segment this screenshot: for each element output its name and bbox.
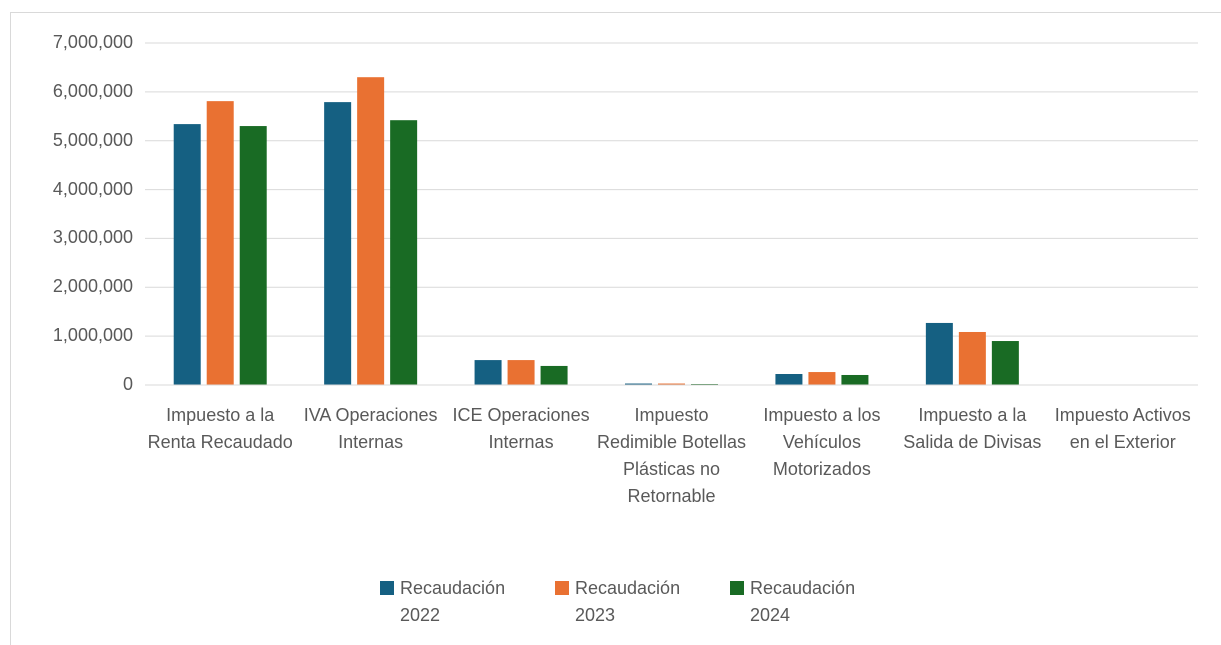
bar	[658, 383, 685, 385]
bar	[206, 101, 234, 385]
bar	[991, 341, 1019, 385]
y-tick-label: 6,000,000	[52, 80, 133, 101]
bar	[958, 331, 986, 385]
bar	[324, 102, 352, 386]
chart-border	[10, 12, 1221, 645]
y-tick-label: 1,000,000	[52, 325, 133, 346]
legend-item: Recaudación 2024	[730, 575, 880, 629]
legend-swatch	[730, 581, 744, 595]
x-tick-label: Impuesto a la Salida de Divisas	[903, 405, 1042, 452]
bar	[507, 360, 535, 385]
x-tick-label: Impuesto a la Renta Recaudado	[147, 405, 293, 452]
x-tick-label: Impuesto a los Vehículos Motorizados	[763, 405, 881, 479]
legend-label: Recaudación 2024	[750, 578, 856, 625]
y-tick-label: 2,000,000	[52, 276, 133, 297]
x-tick-label: Impuesto Activos en el Exterior	[1054, 405, 1191, 452]
bar	[239, 126, 267, 386]
bar	[390, 120, 418, 386]
legend-item: Recaudación 2023	[555, 575, 705, 629]
legend-label: Recaudación 2023	[575, 578, 681, 625]
bar	[540, 365, 568, 385]
bar	[841, 374, 869, 385]
bar	[173, 124, 201, 386]
x-tick-label: ICE Operaciones Internas	[452, 405, 590, 452]
y-tick-label: 5,000,000	[52, 129, 133, 150]
y-tick-label: 0	[122, 374, 133, 394]
y-tick-label: 4,000,000	[52, 178, 133, 199]
bar	[357, 77, 385, 385]
bar	[925, 322, 953, 385]
x-tick-label: Impuesto Redimible Botellas Plásticas no…	[596, 405, 747, 506]
legend-swatch	[555, 581, 569, 595]
bar	[625, 383, 652, 385]
legend-label: Recaudación 2022	[400, 578, 506, 625]
bar	[775, 374, 803, 385]
y-tick-label: 3,000,000	[52, 227, 133, 248]
bar	[808, 372, 836, 385]
legend-swatch	[380, 581, 394, 595]
y-tick-label: 7,000,000	[52, 32, 133, 52]
legend-item: Recaudación 2022	[380, 575, 530, 629]
x-tick-label: IVA Operaciones Internas	[303, 405, 438, 452]
bar	[474, 360, 502, 385]
